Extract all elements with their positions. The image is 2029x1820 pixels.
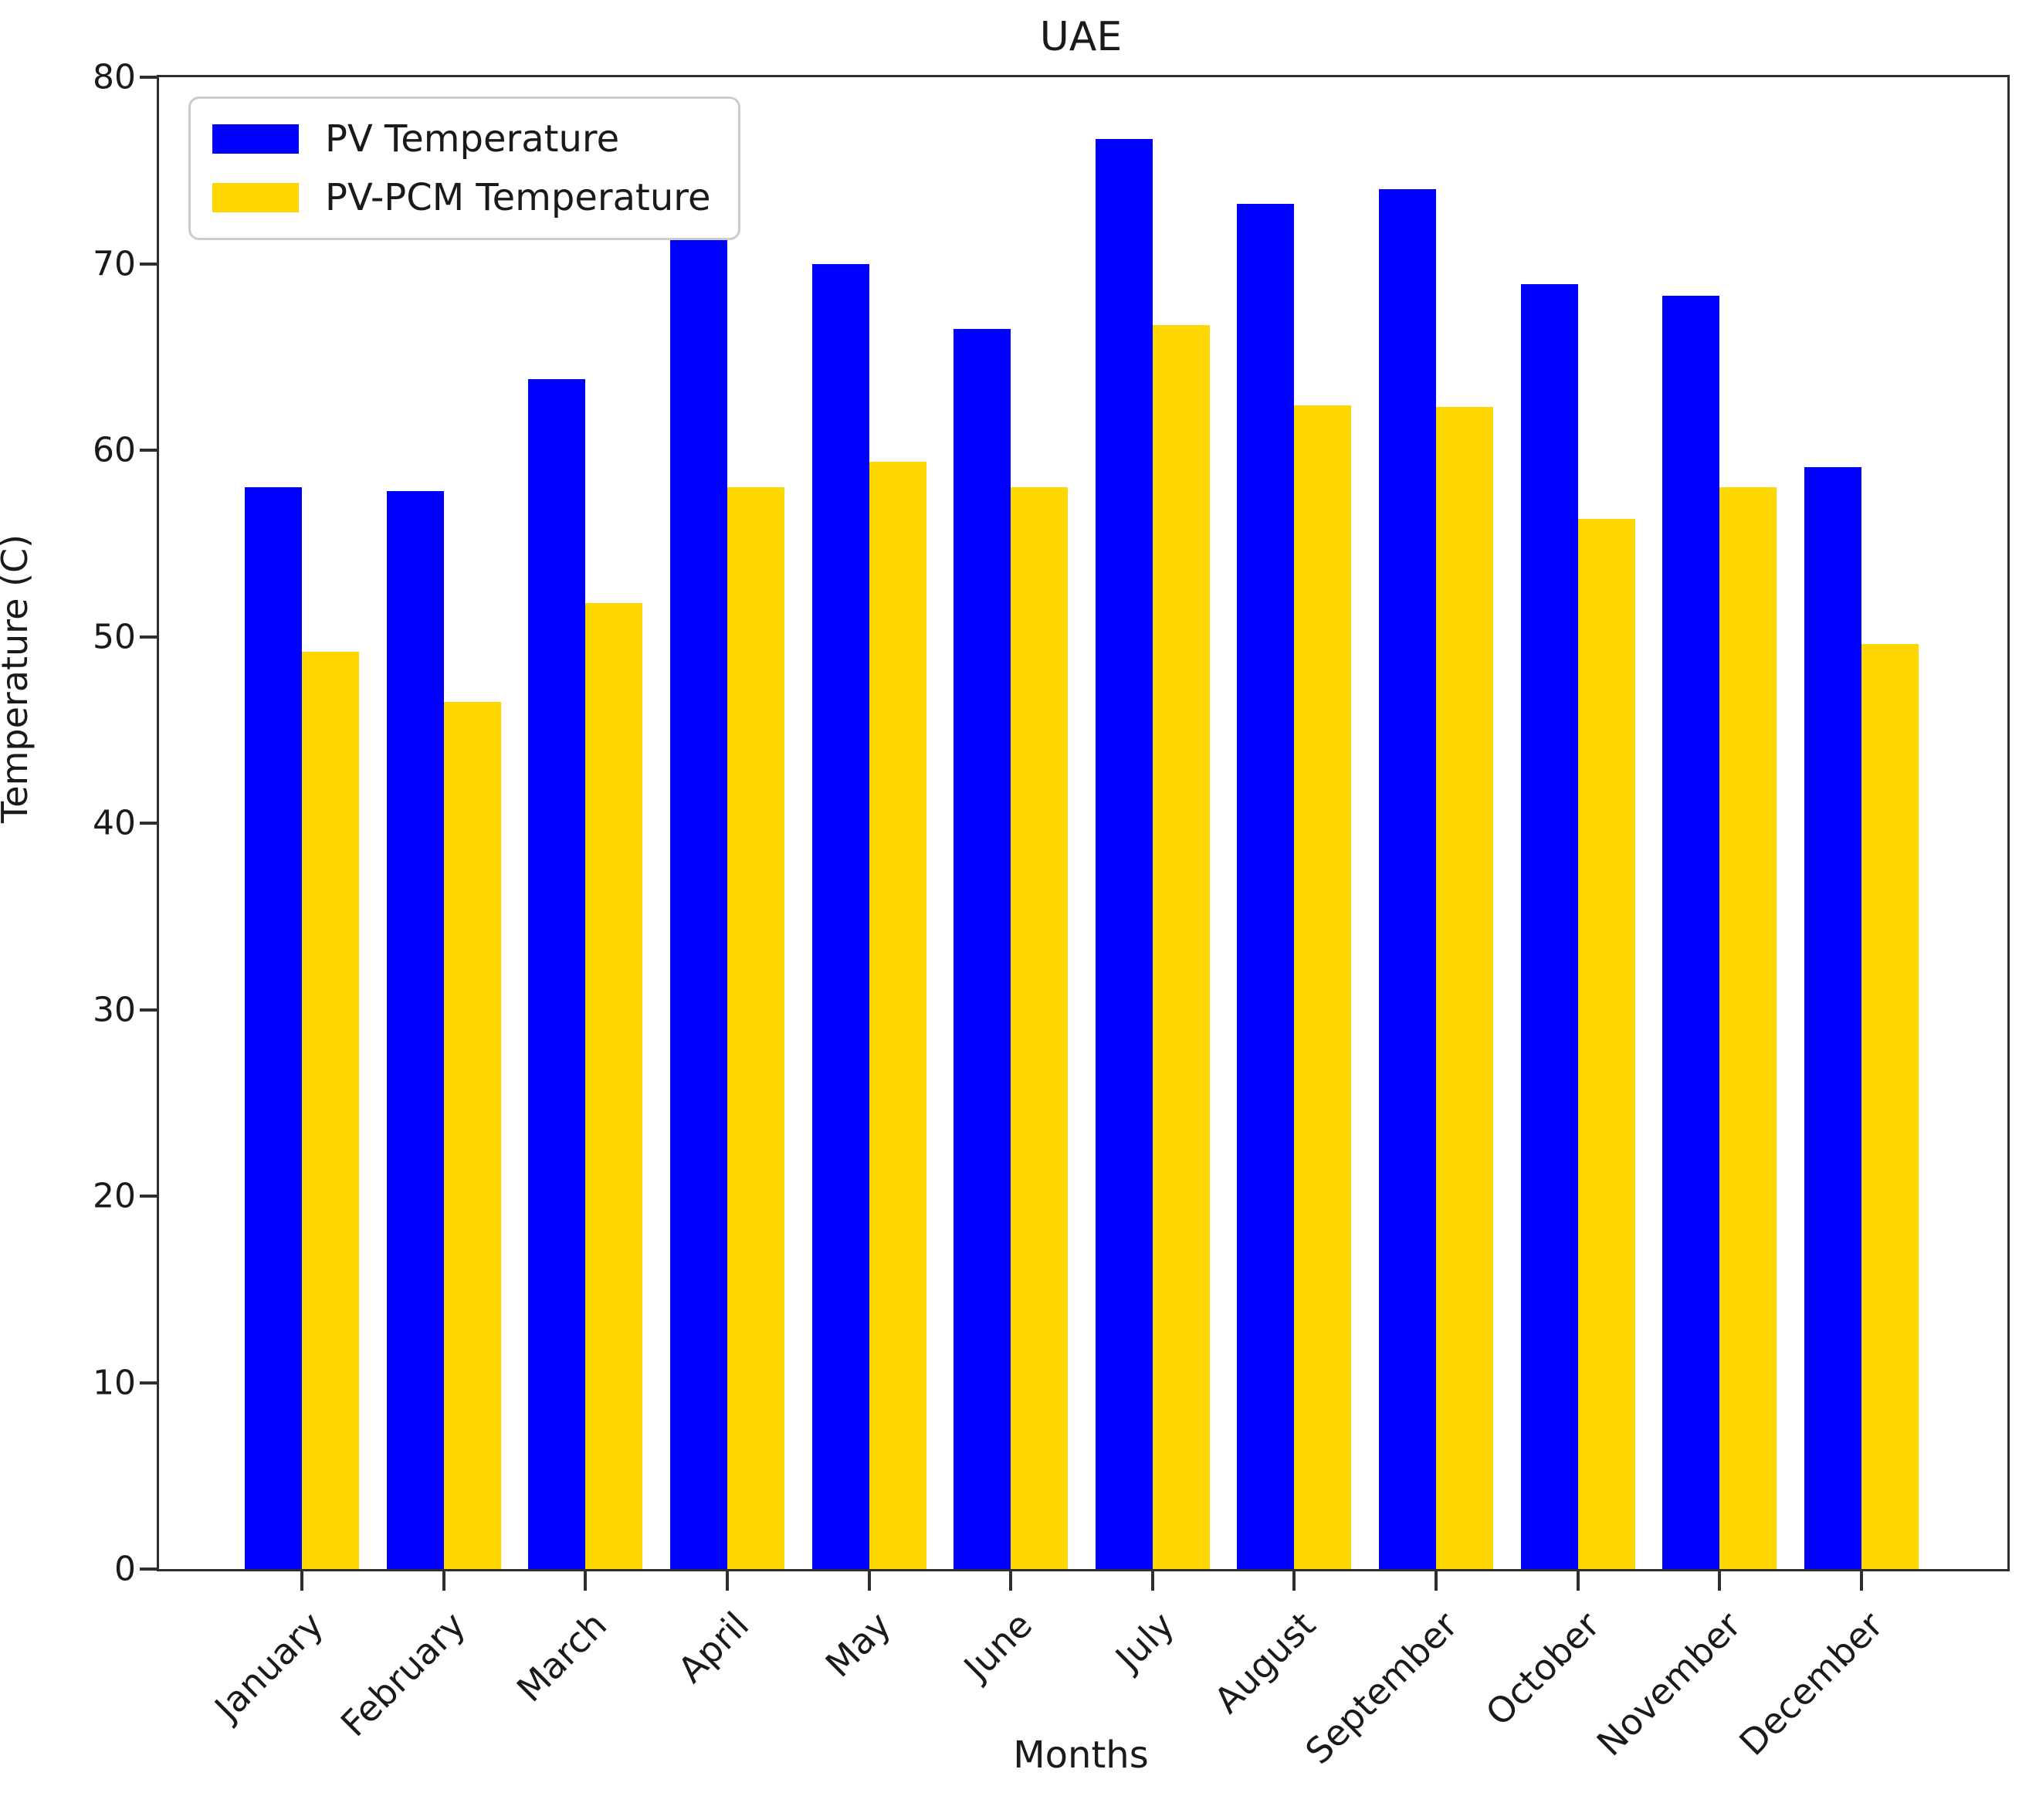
bar-pv-temperature-february [386,491,444,1569]
y-tick-mark-70 [140,262,159,266]
x-tick-label-text-august: August [1206,1604,1324,1722]
y-tick-label-70: 70 [93,244,136,283]
bar-pv-pcm-temperature-march [585,603,643,1569]
x-tick-label-text-january: January [206,1604,332,1729]
plot-area: PV Temperature PV-PCM Temperature 0 10 20 3… [0,58,2010,1772]
x-tick-label-text-june: June [956,1604,1041,1689]
y-tick-label-20: 20 [93,1176,136,1216]
x-tick-mark-november [1718,1571,1722,1591]
y-tick-mark-40 [140,822,159,825]
y-tick-label-30: 30 [93,990,136,1029]
bar-pv-pcm-temperature-april [727,487,784,1569]
x-tick-mark-june [1009,1571,1013,1591]
bar-pv-temperature-march [528,379,586,1569]
y-tick-mark-20 [140,1195,159,1198]
x-tick-label-april: April [670,1569,808,1691]
y-tick-label-60: 60 [93,430,136,470]
bar-pv-temperature-september [1379,188,1437,1569]
x-tick-label-march: March [509,1569,693,1710]
y-tick-mark-60 [140,449,159,452]
x-tick-mark-september [1435,1571,1438,1591]
x-tick-label-january: January [207,1569,436,1728]
bar-pv-temperature-august [1237,204,1295,1569]
chart-title: UAE [1039,14,1123,60]
x-tick-label-text-october: October [1477,1604,1607,1734]
x-tick-label-text-march: March [509,1604,615,1710]
y-tick-mark-50 [140,635,159,639]
x-tick-mark-may [867,1571,871,1591]
bar-pv-pcm-temperature-august [1294,405,1352,1569]
legend-label-pv-temperature: PV Temperature [325,117,620,161]
legend-item-pv-pcm-temperature: PV-PCM Temperature [212,176,710,219]
bar-pv-temperature-december [1804,466,1862,1569]
y-tick-mark-30 [140,1008,159,1012]
bar-pv-pcm-temperature-september [1436,407,1494,1569]
legend: PV Temperature PV-PCM Temperature [188,97,741,240]
x-tick-label-december: December [1731,1569,2029,1764]
x-tick-label-text-july: July [1107,1604,1183,1679]
y-tick-mark-0 [140,1568,159,1571]
bar-pv-pcm-temperature-may [869,461,926,1569]
bar-pv-pcm-temperature-july [1152,325,1210,1569]
x-tick-label-text-february: February [332,1604,473,1745]
x-tick-mark-august [1292,1571,1296,1591]
y-tick-mark-10 [140,1381,159,1384]
x-tick-label-october: October [1478,1569,1720,1734]
bar-pv-pcm-temperature-january [302,651,359,1569]
x-tick-mark-february [442,1571,445,1591]
x-axis-label: Months [1013,1734,1149,1777]
x-tick-mark-july [1150,1571,1154,1591]
y-tick-label-80: 80 [93,57,136,97]
x-tick-mark-january [300,1571,303,1591]
x-tick-label-july: July [1107,1569,1217,1679]
bar-pv-temperature-november [1662,295,1720,1569]
bar-pv-temperature-january [245,487,302,1569]
y-tick-label-50: 50 [93,617,136,656]
bar-pv-pcm-temperature-june [1011,487,1069,1569]
y-tick-label-40: 40 [93,803,136,843]
x-tick-label-june: June [956,1569,1088,1688]
x-tick-mark-april [725,1571,729,1591]
bar-pv-temperature-april [669,239,727,1569]
x-tick-mark-march [584,1571,588,1591]
x-tick-label-may: May [817,1569,943,1685]
bar-pv-pcm-temperature-february [443,702,501,1569]
bar-pv-pcm-temperature-november [1719,487,1777,1569]
legend-swatch-pv-pcm-temperature-icon [212,183,299,212]
x-tick-label-august: August [1207,1569,1418,1721]
x-tick-mark-december [1860,1571,1864,1591]
legend-item-pv-temperature: PV Temperature [212,117,710,161]
y-tick-label-0: 0 [114,1549,136,1589]
legend-swatch-pv-temperature-icon [212,124,299,154]
bar-pv-pcm-temperature-october [1577,519,1635,1569]
legend-label-pv-pcm-temperature: PV-PCM Temperature [325,176,711,219]
bar-pv-temperature-july [1095,138,1153,1569]
x-tick-mark-october [1576,1571,1580,1591]
x-tick-label-february: February [332,1569,601,1744]
y-tick-label-10: 10 [93,1363,136,1402]
x-tick-label-text-may: May [817,1604,899,1686]
bar-pv-temperature-october [1520,284,1578,1569]
x-tick-label-text-april: April [669,1604,757,1691]
bar-pv-temperature-june [954,329,1011,1569]
bar-pv-temperature-may [811,263,869,1569]
y-tick-mark-80 [140,76,159,79]
y-axis-label: Temperature (C) [0,534,36,823]
bar-pv-pcm-temperature-december [1861,644,1919,1569]
